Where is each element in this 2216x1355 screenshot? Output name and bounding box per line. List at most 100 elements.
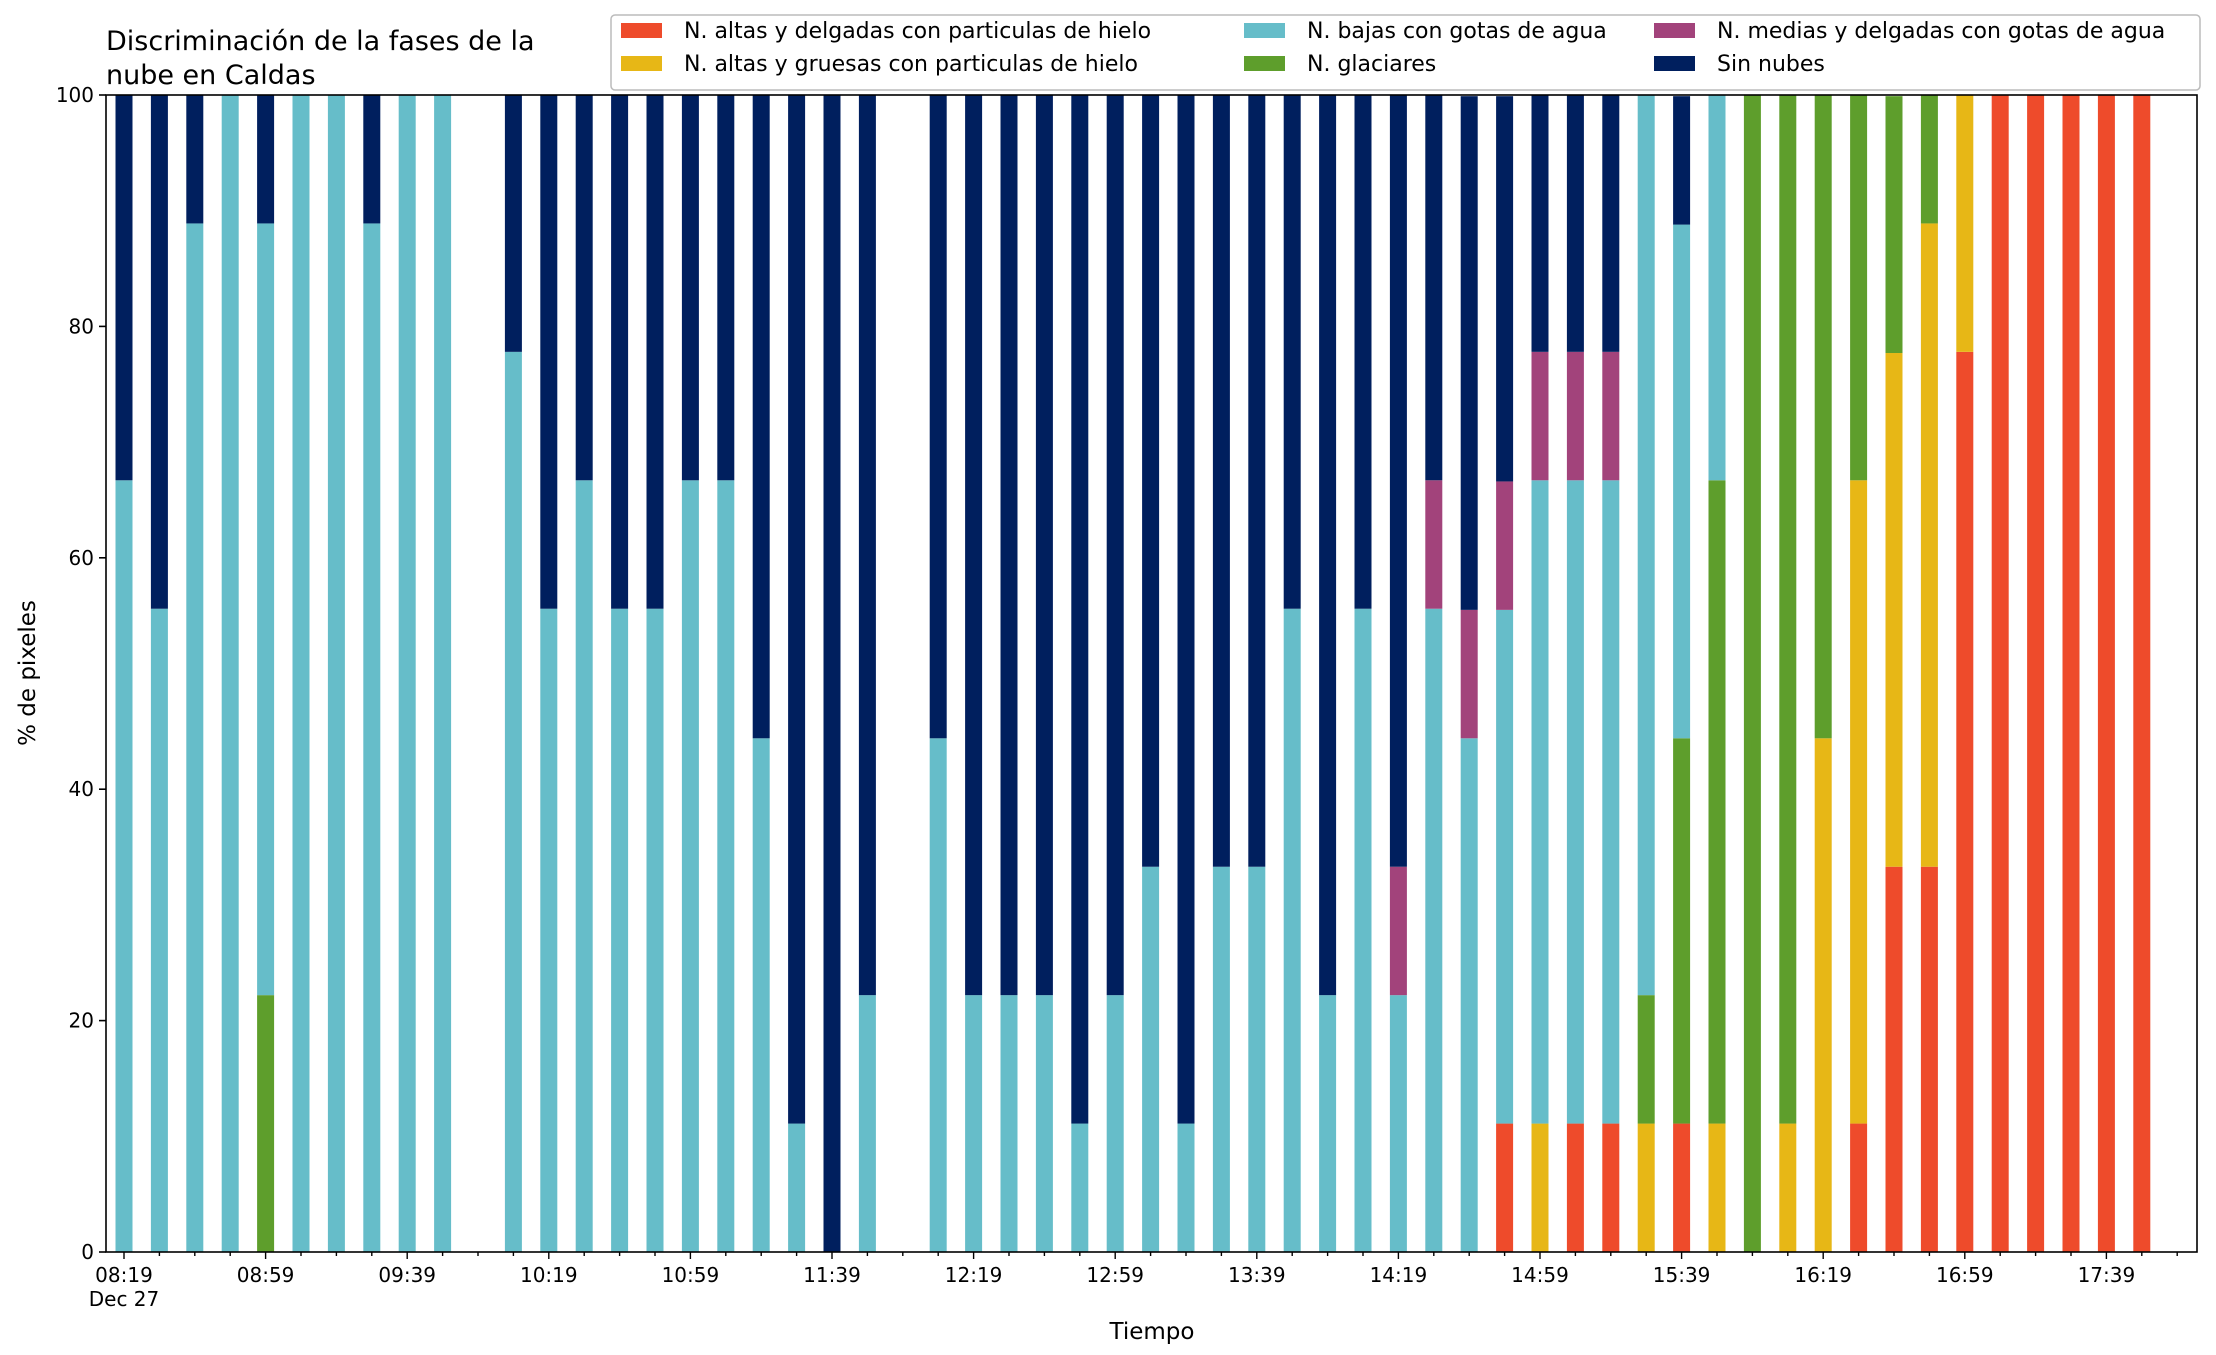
bar-segment-48-0 (1885, 866, 1903, 1252)
bar-segment-48-2 (1885, 96, 1903, 354)
x-tick-label-6: 12:19 (945, 1263, 1003, 1287)
bar-segment-15-5 (681, 95, 699, 481)
x-axis-label-group: Tiempo (1109, 1319, 1195, 1345)
bar-segment-33-3 (1354, 608, 1372, 1252)
x-tick-label-10: 14:59 (1511, 1263, 1569, 1287)
x-tick-label-3: 10:19 (520, 1263, 578, 1287)
bar-segment-46-2 (1814, 95, 1832, 739)
bar-segment-40-0 (1602, 1123, 1620, 1252)
bar-segment-47-2 (1850, 95, 1868, 481)
bar-segment-55-0 (2133, 95, 2151, 1252)
bar-segment-54-0 (2097, 95, 2115, 1252)
bar-segment-13-5 (611, 95, 629, 609)
bar-segment-12-5 (575, 95, 593, 481)
legend-box (610, 14, 2201, 91)
bar-segment-40-3 (1602, 480, 1620, 1124)
bar-segment-17-5 (752, 95, 770, 739)
x-tick-label-14: 17:39 (2078, 1263, 2136, 1287)
bar-segment-0-3 (115, 480, 133, 1252)
bar-segment-21-5 (929, 95, 947, 739)
plot-frame (105, 94, 2198, 1253)
bar-segment-1-3 (150, 608, 168, 1252)
legend-swatch-3 (1244, 56, 1285, 71)
legend-swatch-1 (621, 56, 662, 71)
bar-segment-41-2 (1637, 995, 1655, 1124)
chart-title: Discriminación de la fases de la nube en… (106, 26, 535, 91)
bar-segment-5-3 (292, 95, 310, 1252)
x-tick-sublabel-0: Dec 27 (89, 1287, 160, 1311)
x-tick-label-4: 10:59 (662, 1263, 720, 1287)
bar-segment-36-3 (1460, 738, 1478, 1252)
bar-segment-4-2 (257, 995, 275, 1252)
x-tick-label-11: 15:39 (1653, 1263, 1711, 1287)
bar-segment-29-3 (1212, 866, 1230, 1252)
legend: N. altas y delgadas con particulas de hi… (610, 14, 2201, 91)
bar-segment-45-1 (1779, 1123, 1797, 1252)
bar-segment-16-5 (717, 95, 735, 481)
x-tick-label-2: 09:39 (378, 1263, 436, 1287)
legend-label-2: N. bajas con gotas de agua (1307, 19, 1607, 44)
bar-segment-4-3 (257, 223, 275, 996)
bar-segment-1-5 (150, 95, 168, 609)
x-axis-label: Tiempo (1109, 1319, 1195, 1345)
bar-segment-40-4 (1602, 351, 1620, 481)
bar-segment-29-5 (1212, 95, 1230, 867)
bar-segment-26-3 (1106, 995, 1124, 1252)
bar-segment-22-5 (965, 95, 983, 996)
bar-segment-38-4 (1531, 351, 1549, 481)
x-tick-label-1: 08:59 (237, 1263, 295, 1287)
x-tick-label-0: 08:19 (95, 1263, 153, 1287)
bar-segment-34-4 (1389, 866, 1407, 996)
bar-segment-21-3 (929, 738, 947, 1252)
bar-segment-11-5 (540, 95, 558, 609)
bar-segment-32-3 (1319, 995, 1337, 1252)
bars-group (115, 95, 2151, 1253)
bar-segment-12-3 (575, 480, 593, 1252)
bar-segment-17-3 (752, 738, 770, 1252)
bar-segment-2-5 (186, 95, 204, 224)
bar-segment-39-3 (1566, 480, 1584, 1124)
bar-segment-35-4 (1425, 480, 1443, 609)
chart-title-line-2: nube en Caldas (106, 60, 316, 91)
bar-segment-6-3 (327, 95, 345, 1252)
y-tick-label-3: 60 (69, 546, 94, 570)
bar-segment-39-5 (1566, 95, 1584, 352)
bar-segment-33-5 (1354, 95, 1372, 609)
bar-segment-32-5 (1319, 95, 1337, 996)
legend-label-5: Sin nubes (1717, 52, 1825, 77)
bar-segment-31-5 (1283, 95, 1301, 609)
bar-segment-38-3 (1531, 480, 1549, 1124)
legend-swatch-4 (1654, 23, 1695, 38)
bar-segment-38-1 (1531, 1123, 1549, 1252)
bar-segment-38-5 (1531, 95, 1549, 352)
bar-segment-42-3 (1673, 224, 1691, 739)
bar-segment-39-0 (1566, 1123, 1584, 1252)
bar-segment-2-3 (186, 223, 204, 1253)
x-tick-label-5: 11:39 (803, 1263, 861, 1287)
bar-segment-37-4 (1496, 481, 1514, 610)
bar-segment-26-5 (1106, 95, 1124, 996)
y-tick-label-5: 100 (56, 83, 94, 107)
bar-segment-30-3 (1248, 866, 1266, 1252)
bar-segment-42-5 (1673, 96, 1691, 225)
bar-segment-46-1 (1814, 738, 1832, 1252)
bar-segment-10-5 (504, 95, 522, 352)
legend-swatch-0 (621, 23, 662, 38)
bar-segment-35-3 (1425, 608, 1443, 1252)
bar-segment-36-4 (1460, 609, 1478, 739)
chart-title-line-1: Discriminación de la fases de la (106, 26, 535, 57)
y-axis-label: % de pixeles (15, 600, 41, 746)
bar-segment-42-2 (1673, 738, 1691, 1124)
bar-segment-23-5 (1000, 95, 1018, 996)
bar-segment-9-3 (434, 95, 452, 1252)
bar-segment-18-3 (788, 1123, 806, 1252)
bar-segment-3-3 (221, 95, 239, 1252)
bar-segment-37-3 (1496, 609, 1514, 1124)
bar-segment-19-5 (823, 95, 841, 1252)
legend-label-1: N. altas y gruesas con particulas de hie… (684, 52, 1138, 77)
bar-segment-42-0 (1673, 1123, 1691, 1252)
bar-segment-45-2 (1779, 95, 1797, 1124)
bar-segment-37-5 (1496, 96, 1514, 482)
y-tick-label-4: 80 (69, 314, 94, 338)
